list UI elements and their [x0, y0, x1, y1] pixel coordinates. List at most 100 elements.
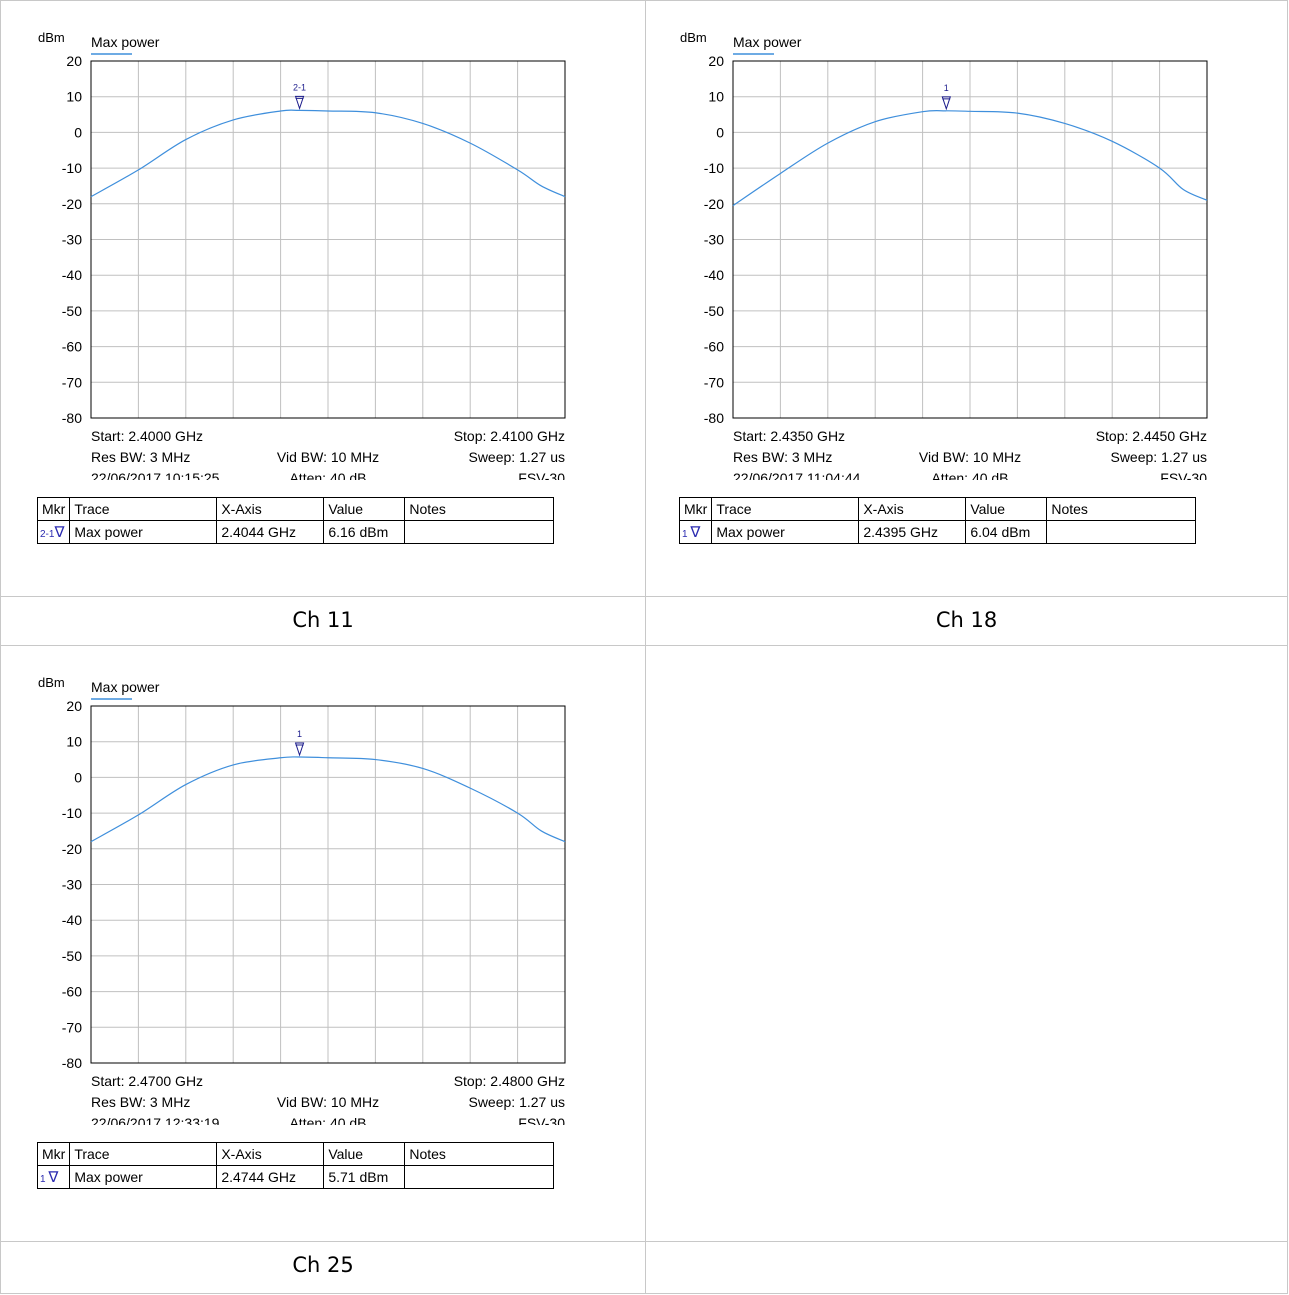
panel-ch18: dBm Max power 20 10 0 -10 -20 -30 -40 -50 -60 -70…	[642, 0, 1288, 597]
plot-frame	[90, 60, 566, 419]
y-tick-label: -60	[62, 339, 82, 355]
y-tick-label: -30	[62, 877, 82, 893]
start-freq: Start: 2.4700 GHz	[91, 1073, 203, 1089]
y-unit-label: dBm	[38, 30, 65, 45]
col-notes: Notes	[404, 1142, 554, 1166]
y-tick-label: -20	[62, 841, 82, 857]
col-trace: Trace	[69, 1142, 218, 1166]
table-row[interactable]: 1 ∇ Max power 2.4744 GHz 5.71 dBm	[36, 1165, 554, 1189]
col-mkr: Mkr	[36, 1142, 71, 1166]
start-freq: Start: 2.4000 GHz	[91, 428, 203, 444]
marker[interactable]: 1	[294, 729, 305, 757]
col-trace: Trace	[69, 497, 218, 521]
y-tick-label: 20	[66, 698, 82, 714]
trace-legend-label: Max power	[733, 34, 802, 50]
timestamp: 22/06/2017 10:15:25	[91, 470, 220, 480]
col-mkr: Mkr	[678, 497, 713, 521]
panel-ch11: dBm Max power 20 10 0 -10 -20 -30 -40 -50 -60 -70…	[0, 0, 646, 597]
marker[interactable]: 1	[941, 83, 951, 111]
res-bw: Res BW: 3 MHz	[91, 1094, 190, 1110]
vid-bw: Vid BW: 10 MHz	[277, 1094, 379, 1110]
trace-max-power	[90, 756, 566, 843]
marker-table-header: Mkr Trace X-Axis Value Notes	[36, 497, 554, 521]
col-x-axis: X-Axis	[216, 1142, 325, 1166]
y-tick-label: -10	[62, 160, 82, 176]
y-tick-label: -60	[62, 984, 82, 1000]
y-tick-label: -40	[62, 912, 82, 928]
y-tick-label: -70	[704, 374, 724, 390]
col-value: Value	[965, 497, 1048, 521]
y-unit-label: dBm	[680, 30, 707, 45]
table-row[interactable]: 1 ∇ Max power 2.4395 GHz 6.04 dBm	[678, 520, 1196, 544]
marker-triangle-icon: ∇	[48, 1169, 59, 1186]
caption-ch25: Ch 25	[1, 1242, 646, 1294]
row-mkr-label: 1	[682, 529, 688, 540]
timestamp: 22/06/2017 11:04:44	[733, 470, 861, 480]
res-bw: Res BW: 3 MHz	[91, 449, 190, 465]
col-value: Value	[323, 1142, 406, 1166]
y-tick-label: -40	[62, 267, 82, 283]
y-tick-label: -80	[704, 410, 724, 426]
col-x-axis: X-Axis	[858, 497, 967, 521]
y-tick-label: -70	[62, 374, 82, 390]
trace-legend-label: Max power	[91, 679, 160, 695]
col-value: Value	[323, 497, 406, 521]
trace-max-power	[90, 109, 566, 198]
y-tick-label: -10	[704, 160, 724, 176]
y-tick-label: 20	[66, 53, 82, 69]
row-trace: Max power	[69, 520, 218, 544]
row-mkr-label: 2-1	[40, 529, 55, 540]
y-tick-label: -50	[704, 303, 724, 319]
row-value: 6.16 dBm	[323, 520, 406, 544]
col-notes: Notes	[1046, 497, 1196, 521]
marker-triangle-icon	[294, 742, 305, 757]
row-x: 2.4744 GHz	[216, 1165, 325, 1189]
y-tick-label: -70	[62, 1019, 82, 1035]
caption-empty	[646, 1242, 1288, 1294]
row-mkr: 2-1∇	[36, 520, 71, 544]
row-x: 2.4395 GHz	[858, 520, 967, 544]
attenuation: Atten: 40 dB	[931, 470, 1008, 480]
row-trace: Max power	[69, 1165, 218, 1189]
stop-freq: Stop: 2.4800 GHz	[454, 1073, 565, 1089]
stop-freq: Stop: 2.4450 GHz	[1096, 428, 1207, 444]
marker[interactable]: 2-1	[293, 82, 306, 110]
trace-legend-label: Max power	[91, 34, 160, 50]
caption-ch18: Ch 18	[646, 597, 1288, 646]
row-mkr: 1 ∇	[36, 1165, 71, 1189]
plot-frame	[90, 705, 566, 1064]
spectrum-chart-ch18: dBm Max power 20 10 0 -10 -20 -30 -40 -50 -60 -70…	[680, 30, 1208, 480]
start-freq: Start: 2.4350 GHz	[733, 428, 845, 444]
col-x-axis: X-Axis	[216, 497, 325, 521]
marker-label: 1	[944, 83, 949, 93]
y-tick-label: -80	[62, 1055, 82, 1071]
marker-label: 2-1	[293, 82, 306, 92]
y-tick-label: -30	[704, 232, 724, 248]
table-row[interactable]: 2-1∇ Max power 2.4044 GHz 6.16 dBm	[36, 520, 554, 544]
y-tick-label: 10	[66, 734, 82, 750]
col-mkr: Mkr	[36, 497, 71, 521]
res-bw: Res BW: 3 MHz	[733, 449, 832, 465]
caption-ch11: Ch 11	[1, 597, 646, 646]
marker-table: Mkr Trace X-Axis Value Notes 1 ∇ Max pow…	[678, 497, 1196, 544]
vid-bw: Vid BW: 10 MHz	[919, 449, 1021, 465]
y-tick-label: 0	[716, 124, 724, 140]
marker-table-header: Mkr Trace X-Axis Value Notes	[36, 1142, 554, 1166]
y-tick-label: -50	[62, 303, 82, 319]
y-tick-label: 0	[74, 124, 82, 140]
marker-triangle-icon: ∇	[54, 524, 65, 541]
sweep-time: Sweep: 1.27 us	[1110, 449, 1207, 465]
sweep-time: Sweep: 1.27 us	[468, 1094, 565, 1110]
spectrum-chart-ch11: dBm Max power 20 10 0 -10 -20 -30 -40 -50 -60 -70…	[38, 30, 566, 480]
y-tick-label: -10	[62, 805, 82, 821]
marker-triangle-icon	[294, 95, 305, 110]
marker-table-header: Mkr Trace X-Axis Value Notes	[678, 497, 1196, 521]
y-tick-label: -40	[704, 267, 724, 283]
y-tick-label: -20	[704, 196, 724, 212]
y-unit-label: dBm	[38, 675, 65, 690]
row-mkr-label: 1	[40, 1174, 46, 1185]
trace-max-power	[732, 110, 1208, 207]
col-trace: Trace	[711, 497, 860, 521]
timestamp: 22/06/2017 12:33:19	[91, 1115, 220, 1125]
